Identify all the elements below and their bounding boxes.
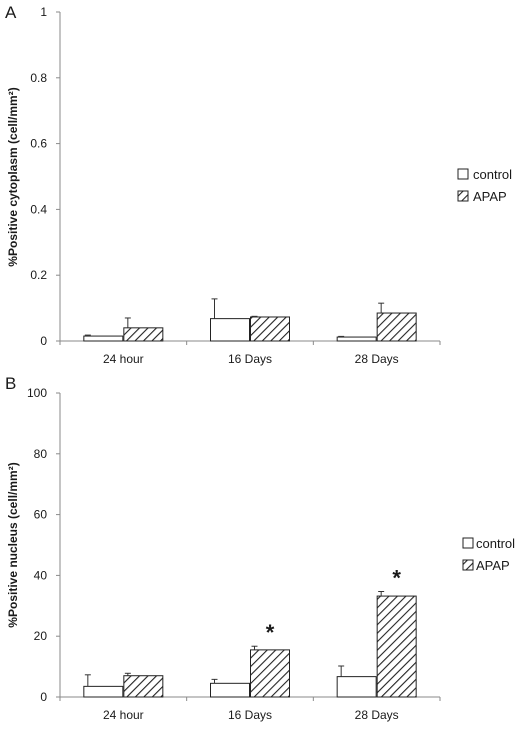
panel-b-significance-mark: * — [266, 620, 275, 645]
panel-b-y-axis-title: %Positive nucleus (cell/mm²) — [6, 462, 20, 627]
legend-a-control-label: control — [473, 167, 512, 182]
panel-a-y-axis-title: %Positive cytoplasm (cell/mm²) — [6, 87, 20, 266]
panel-b-bars: ** — [83, 566, 417, 698]
panel-a-x-tick-label: 16 Days — [228, 352, 272, 366]
panel-b-bar-apap-3 — [376, 595, 417, 698]
panel-b-x-tick-label: 28 Days — [355, 708, 399, 722]
legend-a-apap-label: APAP — [473, 189, 507, 204]
legend-b-control-swatch — [462, 537, 474, 549]
panel-a-bar-control-2 — [210, 318, 250, 342]
panel-b-bar-control-1 — [83, 685, 124, 698]
panel-a-bar-apap-2 — [250, 316, 290, 342]
panel-b-legend: control APAP — [462, 536, 515, 573]
panel-b-bar-apap-2 — [250, 649, 290, 698]
panel-b-bar-apap-1 — [123, 675, 164, 698]
panel-b-chart: B %Positive nucleus (cell/mm²) 0 20 40 60 80… — [5, 374, 515, 722]
panel-a-y-tick-label: 0.4 — [30, 202, 47, 216]
panel-a-x-tick-label: 24 hour — [103, 352, 144, 366]
panel-a-y-tick-label: 1 — [40, 5, 47, 19]
panel-a-bar-apap-1 — [123, 327, 164, 342]
panel-b-significance-mark: * — [392, 566, 401, 591]
panel-b-bar-control-2 — [210, 682, 250, 698]
panel-b-x-tick-label: 24 hour — [103, 708, 144, 722]
panel-a-bar-control-1 — [83, 335, 124, 342]
panel-a-x-tick-label: 28 Days — [355, 352, 399, 366]
panel-b-x-tick-label: 16 Days — [228, 708, 272, 722]
panel-b-bar-control-3 — [336, 676, 377, 698]
panel-a-y-tick-label: 0.6 — [30, 137, 47, 151]
legend-b-control-label: control — [476, 536, 515, 551]
panel-a-label: A — [5, 3, 17, 22]
panel-a-y-tick-label: 0.2 — [30, 268, 47, 282]
legend-b-apap-label: APAP — [476, 558, 510, 573]
legend-b-apap-swatch — [462, 559, 474, 571]
panel-a-axes: 0 0.2 0.4 0.6 0.8 1 24 hour 16 Days 28 Days — [30, 5, 441, 366]
panel-a-legend: control APAP — [457, 167, 512, 204]
panel-a-chart: A %Positive cytoplasm (cell/mm²) 0 0.2 0.4… — [5, 3, 512, 366]
panel-b-y-tick-label: 0 — [40, 690, 47, 704]
panel-a-bar-apap-3 — [376, 312, 417, 342]
panel-b-label: B — [5, 374, 16, 393]
panel-b-y-tick-label: 40 — [34, 568, 48, 582]
panel-a-bar-control-3 — [336, 336, 377, 342]
panel-b-y-tick-label: 80 — [34, 447, 48, 461]
legend-a-control-swatch — [457, 168, 469, 180]
panel-a-y-tick-label: 0.8 — [30, 71, 47, 85]
panel-b-y-tick-label: 100 — [27, 386, 47, 400]
panel-b-axes: 0 20 40 60 80 100 24 hour 16 Days 28 Days — [27, 386, 441, 722]
panel-b-y-tick-label: 60 — [34, 508, 48, 522]
panel-a-bars — [83, 298, 417, 342]
panel-b-y-tick-label: 20 — [34, 629, 48, 643]
panel-a-y-tick-label: 0 — [40, 334, 47, 348]
legend-a-apap-swatch — [457, 190, 469, 202]
